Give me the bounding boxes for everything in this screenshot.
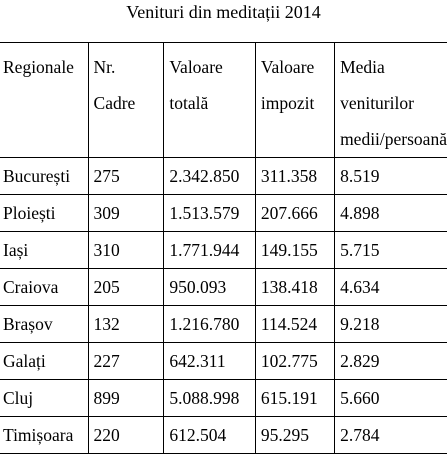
income-table: Regionale Nr. Cadre Valoare totală Valoa… <box>0 42 447 454</box>
cell-media: 4.898 <box>334 194 447 232</box>
cell-regionale: Galați <box>0 342 89 380</box>
cell-valoare-totala: 5.088.998 <box>163 379 256 417</box>
header-valoare-impozit: Valoare impozit <box>254 42 336 158</box>
cell-regionale: Brașov <box>0 305 89 343</box>
header-row: Regionale Nr. Cadre Valoare totală Valoa… <box>0 42 447 158</box>
table-row: Cluj 899 5.088.998 615.191 5.660 <box>0 379 447 417</box>
cell-regionale: Iași <box>0 231 89 269</box>
cell-regionale: Cluj <box>0 379 89 417</box>
cell-regionale: Timișoara <box>0 416 89 454</box>
cell-nr-cadre: 899 <box>87 379 165 417</box>
table-row: Brașov 132 1.216.780 114.524 9.218 <box>0 305 447 343</box>
header-media-line-2: veniturilor <box>340 93 414 113</box>
cell-valoare-impozit: 102.775 <box>254 342 336 380</box>
header-valoare-impozit-line-1: Valoare <box>260 57 315 77</box>
header-valoare-impozit-line-2: impozit <box>260 93 315 113</box>
cell-media: 4.634 <box>334 268 447 306</box>
cell-nr-cadre: 220 <box>87 416 165 454</box>
cell-valoare-totala: 612.504 <box>163 416 256 454</box>
cell-media: 8.519 <box>334 157 447 195</box>
header-valoare-totala-line-1: Valoare <box>169 57 223 77</box>
cell-valoare-impozit: 311.358 <box>254 157 336 195</box>
table-row: Galați 227 642.311 102.775 2.829 <box>0 342 447 380</box>
cell-valoare-totala: 950.093 <box>163 268 256 306</box>
table-title: Venituri din meditații 2014 <box>126 2 321 22</box>
cell-nr-cadre: 205 <box>87 268 165 306</box>
cell-valoare-totala: 1.216.780 <box>163 305 256 343</box>
cell-nr-cadre: 275 <box>87 157 165 195</box>
cell-media: 2.784 <box>334 416 447 454</box>
cell-media: 5.715 <box>334 231 447 269</box>
cell-media: 5.660 <box>334 379 447 417</box>
cell-valoare-impozit: 114.524 <box>254 305 336 343</box>
cell-media: 2.829 <box>334 342 447 380</box>
cell-regionale: Ploiești <box>0 194 89 232</box>
table-row: Ploiești 309 1.513.579 207.666 4.898 <box>0 194 447 232</box>
table-row: Timișoara 220 612.504 95.295 2.784 <box>0 416 447 454</box>
cell-regionale: Craiova <box>0 268 89 306</box>
table-row: Iași 310 1.771.944 149.155 5.715 <box>0 231 447 269</box>
cell-nr-cadre: 227 <box>87 342 165 380</box>
cell-nr-cadre: 310 <box>87 231 165 269</box>
cell-valoare-impozit: 615.191 <box>254 379 336 417</box>
header-media-line-1: Media <box>340 57 385 77</box>
header-regionale-line-1: Regionale <box>3 57 74 77</box>
table-row: Craiova 205 950.093 138.418 4.634 <box>0 268 447 306</box>
header-nr-cadre: Nr. Cadre <box>87 42 165 158</box>
header-media-line-3: medii/persoană <box>340 129 447 149</box>
header-regionale: Regionale <box>0 42 89 158</box>
cell-valoare-impozit: 207.666 <box>254 194 336 232</box>
cell-valoare-totala: 2.342.850 <box>163 157 256 195</box>
cell-valoare-impozit: 149.155 <box>254 231 336 269</box>
cell-valoare-totala: 642.311 <box>163 342 256 380</box>
header-valoare-totala-line-2: totală <box>169 93 209 113</box>
cell-valoare-impozit: 95.295 <box>254 416 336 454</box>
cell-regionale: București <box>0 157 89 195</box>
table-row: București 275 2.342.850 311.358 8.519 <box>0 157 447 195</box>
header-nr-cadre-line-2: Cadre <box>93 93 136 113</box>
cell-valoare-totala: 1.513.579 <box>163 194 256 232</box>
cell-nr-cadre: 309 <box>87 194 165 232</box>
cell-valoare-impozit: 138.418 <box>254 268 336 306</box>
cell-nr-cadre: 132 <box>87 305 165 343</box>
header-nr-cadre-line-1: Nr. <box>93 57 116 77</box>
header-media-veniturilor: Media veniturilor medii/persoană <box>334 42 447 158</box>
cell-valoare-totala: 1.771.944 <box>163 231 256 269</box>
header-valoare-totala: Valoare totală <box>163 42 256 158</box>
cell-media: 9.218 <box>334 305 447 343</box>
